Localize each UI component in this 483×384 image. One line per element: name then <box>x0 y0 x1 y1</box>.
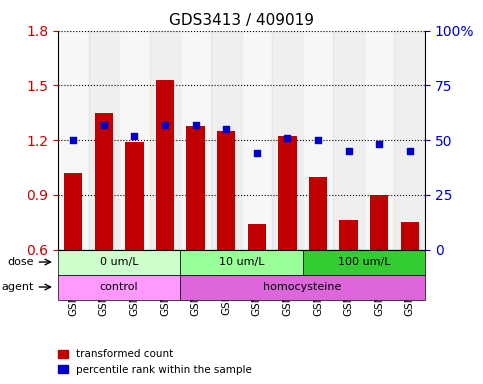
Bar <box>303 31 333 250</box>
Bar <box>272 31 303 250</box>
Point <box>345 148 353 154</box>
Point <box>161 122 169 128</box>
Bar <box>248 224 266 250</box>
Bar <box>217 131 235 250</box>
Title: GDS3413 / 409019: GDS3413 / 409019 <box>169 13 314 28</box>
Point <box>406 148 413 154</box>
Bar <box>150 31 180 250</box>
Bar <box>211 31 242 250</box>
Point <box>100 122 108 128</box>
Point <box>253 150 261 156</box>
Point <box>192 122 199 128</box>
Bar <box>242 31 272 250</box>
Point <box>130 132 138 139</box>
Bar <box>156 80 174 250</box>
Bar <box>125 142 143 250</box>
Bar <box>340 220 358 250</box>
Text: control: control <box>100 282 139 292</box>
Point <box>222 126 230 132</box>
Text: 0 um/L: 0 um/L <box>100 257 139 267</box>
Bar <box>333 31 364 250</box>
Point <box>375 141 383 147</box>
Text: dose: dose <box>7 257 33 267</box>
Bar <box>180 31 211 250</box>
Bar <box>88 31 119 250</box>
Bar <box>309 177 327 250</box>
Bar <box>395 31 425 250</box>
Bar <box>95 113 113 250</box>
FancyBboxPatch shape <box>180 250 303 275</box>
Bar <box>364 31 395 250</box>
Bar <box>186 126 205 250</box>
Text: 100 um/L: 100 um/L <box>338 257 390 267</box>
Bar <box>278 136 297 250</box>
FancyBboxPatch shape <box>58 250 180 275</box>
Bar <box>370 195 388 250</box>
Text: homocysteine: homocysteine <box>264 282 342 292</box>
Point <box>284 135 291 141</box>
Text: 10 um/L: 10 um/L <box>219 257 264 267</box>
Bar <box>64 173 83 250</box>
Legend: transformed count, percentile rank within the sample: transformed count, percentile rank withi… <box>54 345 256 379</box>
FancyBboxPatch shape <box>180 275 425 300</box>
FancyBboxPatch shape <box>58 275 180 300</box>
Text: agent: agent <box>1 282 33 292</box>
Bar <box>400 222 419 250</box>
Point <box>314 137 322 143</box>
FancyBboxPatch shape <box>303 250 425 275</box>
Point <box>70 137 77 143</box>
Bar <box>119 31 150 250</box>
Bar <box>58 31 88 250</box>
